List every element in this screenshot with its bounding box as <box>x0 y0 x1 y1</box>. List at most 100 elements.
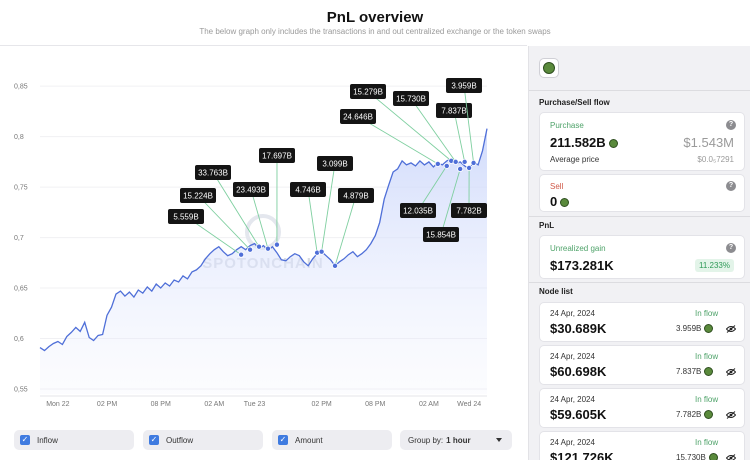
outflow-toggle[interactable]: ✓ Outflow <box>143 430 263 450</box>
callout-label: 15.224B <box>183 192 213 201</box>
node-list-item[interactable]: 24 Apr, 2024 In flow $30.689K 3.959B <box>539 302 745 342</box>
page-header: PnL overview The below graph only includ… <box>0 0 750 46</box>
callout-box <box>350 84 386 99</box>
callout-connector <box>250 189 269 249</box>
amount-checkbox[interactable]: ✓ <box>278 435 288 445</box>
callout-connector <box>463 85 475 163</box>
node-list-item[interactable]: 24 Apr, 2024 In flow $59.605K 7.782B <box>539 388 745 428</box>
transaction-point <box>238 251 245 258</box>
node-amount: 7.782B <box>676 410 714 420</box>
y-tick-label: 0,75 <box>14 185 28 192</box>
sidebar-divider <box>529 216 750 217</box>
sell-amount: 0 <box>550 194 570 209</box>
group-by-label: Group by: <box>408 435 444 445</box>
callout-connector <box>410 98 457 163</box>
callout-label: 4.746B <box>295 186 320 195</box>
x-tick-label: 02 PM <box>97 401 117 408</box>
y-tick-label: 0,8 <box>14 134 24 141</box>
transaction-point <box>332 262 339 269</box>
callout-connector <box>334 195 357 266</box>
token-coin-icon <box>704 410 714 420</box>
callout-box <box>290 182 326 197</box>
transaction-point <box>470 159 477 166</box>
transaction-point <box>452 158 459 165</box>
chart-controls: ✓ Inflow ✓ Outflow ✓ Amount Group by: 1 … <box>0 420 527 460</box>
page-subtitle: The below graph only includes the transa… <box>199 27 551 36</box>
x-tick-label: 02 PM <box>311 401 331 408</box>
node-date: 24 Apr, 2024 <box>550 395 595 404</box>
outflow-label: Outflow <box>166 435 194 445</box>
callout-box <box>338 188 374 203</box>
node-amount-value: 15.730B <box>676 453 706 460</box>
token-coin-icon <box>704 367 714 377</box>
page-title: PnL overview <box>326 9 424 26</box>
amount-toggle[interactable]: ✓ Amount <box>272 430 392 450</box>
callout-connector <box>321 163 336 252</box>
callout-connector <box>357 116 439 165</box>
hide-eye-icon[interactable] <box>726 368 736 376</box>
node-list-item[interactable]: 24 Apr, 2024 In flow $60.698K 7.837B <box>539 345 745 385</box>
node-usd: $59.605K <box>550 407 607 422</box>
token-icon <box>539 58 559 78</box>
help-icon[interactable]: ? <box>726 181 736 191</box>
node-usd: $30.689K <box>550 321 607 336</box>
callout-connector <box>453 110 466 162</box>
purchase-amount: 211.582B <box>550 135 618 150</box>
callout-box <box>393 91 429 106</box>
node-usd: $60.698K <box>550 364 607 379</box>
inflow-toggle[interactable]: ✓ Inflow <box>14 430 134 450</box>
callout-box <box>340 109 376 124</box>
callout-box <box>436 103 472 118</box>
pnl-chart[interactable]: 0,85 0,8 0,75 0,7 0,65 0,6 0,55 Mon 22 02 PM 08 P… <box>0 46 527 418</box>
callout-label: 7.782B <box>456 207 481 216</box>
node-amount-value: 7.782B <box>676 410 702 419</box>
node-date: 24 Apr, 2024 <box>550 438 595 447</box>
avg-price-value: $0.0₅7291 <box>697 155 734 164</box>
group-by-select[interactable]: Group by: 1 hour <box>400 430 512 450</box>
hide-eye-icon[interactable] <box>726 454 736 460</box>
sidebar-divider <box>529 282 750 283</box>
pnl-title: PnL <box>539 221 555 230</box>
callout-label: 5.559B <box>173 213 198 222</box>
node-flow: In flow <box>695 438 719 447</box>
token-coin-icon <box>543 62 555 74</box>
token-coin-icon <box>704 324 714 334</box>
callout-label: 33.763B <box>198 169 228 178</box>
x-tick-label: 02 AM <box>204 401 224 408</box>
node-list-item[interactable]: 24 Apr, 2024 In flow $121.726K 15.730B <box>539 431 745 460</box>
x-tick-label: 08 PM <box>365 401 385 408</box>
transaction-point <box>434 160 441 167</box>
node-amount: 3.959B <box>676 324 714 334</box>
x-tick-label: 02 AM <box>419 401 439 408</box>
token-coin-icon <box>608 139 618 149</box>
node-amount: 15.730B <box>676 453 718 460</box>
hide-eye-icon[interactable] <box>726 411 736 419</box>
x-tick-label: Tue 23 <box>244 401 266 408</box>
callout-box <box>180 188 216 203</box>
callout-box <box>400 203 436 218</box>
callout-label: 3.959B <box>451 82 476 91</box>
callout-label: 15.730B <box>396 95 426 104</box>
help-icon[interactable]: ? <box>726 243 736 253</box>
outflow-checkbox[interactable]: ✓ <box>149 435 159 445</box>
transaction-point <box>466 164 473 171</box>
hide-eye-icon[interactable] <box>726 325 736 333</box>
node-list-title: Node list <box>539 287 573 296</box>
transaction-point <box>247 246 254 253</box>
callout-box <box>259 148 295 163</box>
price-line <box>39 128 488 352</box>
group-by-value: 1 hour <box>446 435 471 445</box>
callout-box <box>168 209 204 224</box>
unrealized-value: $173.281K <box>550 258 614 273</box>
sidebar-divider <box>529 90 750 91</box>
callout-connector <box>440 168 461 235</box>
help-icon[interactable]: ? <box>726 120 736 130</box>
inflow-checkbox[interactable]: ✓ <box>20 435 30 445</box>
node-amount-value: 3.959B <box>676 324 702 333</box>
y-tick-label: 0,55 <box>14 386 28 393</box>
unrealized-percent-badge: 11.233% <box>695 259 734 272</box>
pnl-chart-svg[interactable]: 0,85 0,8 0,75 0,7 0,65 0,6 0,55 Mon 22 02 PM 08 P… <box>0 46 527 418</box>
inflow-label: Inflow <box>37 435 58 445</box>
y-tick-label: 0,6 <box>14 336 24 343</box>
transaction-point <box>264 245 271 252</box>
